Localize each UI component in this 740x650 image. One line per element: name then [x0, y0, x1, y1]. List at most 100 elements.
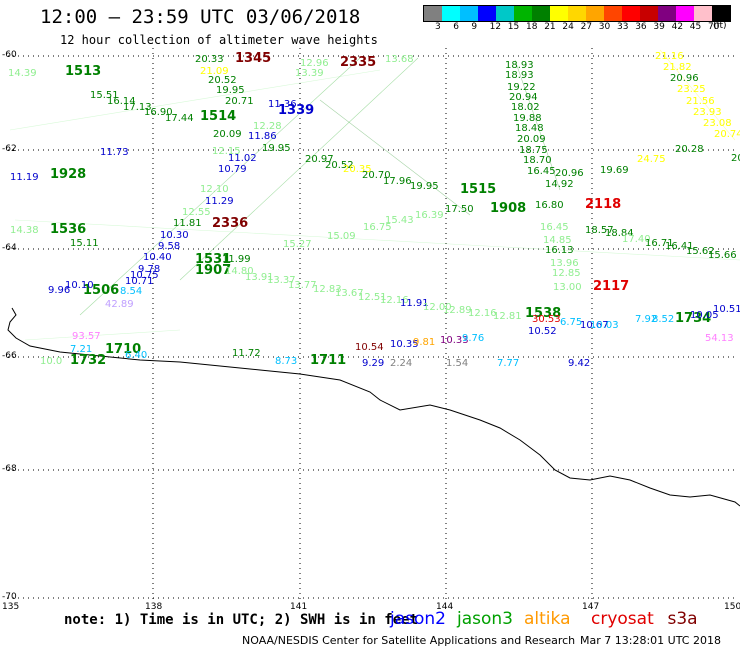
wave-height-label: 12.10	[200, 184, 229, 195]
wave-height-label: 12.96	[300, 58, 329, 69]
pass-time-label: 2117	[593, 279, 629, 294]
wave-height-label: 8.52	[652, 314, 674, 325]
colorbar-tick-label: 33	[617, 22, 629, 32]
wave-height-label: 11.29	[205, 196, 234, 207]
wave-height-label: 9.81	[413, 337, 435, 348]
wave-height-label: 15.09	[327, 231, 356, 242]
satellite-tracks	[9, 49, 740, 341]
wave-height-label: 54.13	[705, 333, 734, 344]
pass-time-label: 1531	[195, 252, 231, 267]
pass-time-label: 1506	[83, 283, 119, 298]
wave-height-label: 21.56	[686, 96, 715, 107]
wave-height-label: 13.91	[245, 272, 274, 283]
wave-height-label: 15.43	[385, 215, 414, 226]
pass-time-label: 2118	[585, 197, 621, 212]
colorbar-tick-label: 21	[544, 22, 556, 32]
wave-height-label: 16.14	[107, 96, 136, 107]
pass-time-label: 1732	[70, 353, 106, 368]
wave-height-label: 93.57	[72, 331, 101, 342]
colorbar-swatch	[712, 6, 730, 21]
wave-height-label: 20.52	[325, 160, 354, 171]
longitude-label: 147	[582, 602, 600, 612]
wave-height-label: 12.81	[493, 311, 522, 322]
wave-height-label: 10.03	[590, 320, 619, 331]
satellite-track	[24, 329, 181, 341]
colorbar-tick-label: 39	[653, 22, 665, 32]
colorbar-swatch	[460, 6, 478, 21]
map-title: 12:00 – 23:59 UTC 03/06/2018	[40, 6, 361, 28]
pass-time-label: 1711	[310, 353, 346, 368]
wave-height-label: 10.33	[440, 335, 469, 346]
wave-height-label: 20.28	[675, 144, 704, 155]
wave-height-label: 10.10	[65, 280, 94, 291]
wave-height-label: 18.57	[585, 225, 614, 236]
wave-height-label: 15.11	[70, 238, 99, 249]
wave-height-label: 9.76	[462, 333, 484, 344]
colorbar-tick-label: 9	[471, 22, 478, 32]
wave-height-label: 14.39	[8, 68, 37, 79]
wave-height-label: 12.00	[423, 302, 452, 313]
colorbar-tick-label: 18	[526, 22, 538, 32]
pass-time-label: 2335	[340, 55, 376, 70]
wave-height-label: 21.16	[655, 51, 684, 62]
wave-height-label: 14.85	[543, 235, 572, 246]
wave-height-label: 30.53	[532, 314, 561, 325]
wave-height-label: 7.77	[497, 358, 519, 369]
wave-height-labels: 20.33 134521.0920.5219.9520.71233512.9613…	[8, 51, 740, 369]
wave-height-label: 20.71	[225, 96, 254, 107]
colorbar-swatch	[622, 6, 640, 21]
wave-height-label: 23.25	[677, 84, 706, 95]
wave-height-label: 16.45	[527, 166, 556, 177]
wave-height-label: 20.96	[670, 73, 699, 84]
wave-height-label: 19.22	[507, 82, 536, 93]
latitude-label: -66	[2, 351, 17, 361]
wave-height-label: 20.94	[509, 92, 538, 103]
wave-height-label: 1.54	[446, 358, 468, 369]
pass-time-label: 1536	[50, 222, 86, 237]
wave-height-label: 12.16	[468, 308, 497, 319]
pass-time-label: 1908	[490, 201, 526, 216]
colorbar-tick-label: 30	[598, 22, 611, 32]
latitude-label: -68	[2, 464, 17, 474]
wave-height-label: 12.28	[253, 121, 282, 132]
wave-height-label: 10.52	[528, 326, 557, 337]
wave-height-label: 16.75	[363, 222, 392, 233]
wave-height-label: 6.40	[125, 350, 147, 361]
wave-height-label: 10.71	[125, 276, 154, 287]
wave-height-label: 9.96	[48, 285, 70, 296]
wave-height-label: 12.16	[380, 295, 409, 306]
satellite-legend-s3a: s3a	[667, 609, 698, 629]
wave-height-label: 11.19	[10, 172, 39, 183]
wave-height-label: 13.67	[335, 288, 364, 299]
longitude-label: 135	[2, 602, 20, 612]
wave-height-label: 20.70	[362, 170, 391, 181]
colorbar-swatch	[694, 6, 712, 21]
wave-height-label: 16.45	[540, 222, 569, 233]
wave-height-label: 18.75	[519, 145, 548, 156]
longitude-label: 150	[724, 602, 740, 612]
wave-height-label: 20.35	[343, 164, 372, 175]
pass-time-label: 1515	[460, 182, 496, 197]
latitude-label: -62	[2, 144, 17, 154]
wave-height-label: 20.96	[555, 168, 584, 179]
wave-height-label: 24.75	[637, 154, 666, 165]
satellite-track	[79, 57, 361, 316]
wave-height-label: 9.42	[568, 358, 590, 369]
wave-height-label: 17.13	[123, 102, 152, 113]
colorbar-swatch	[604, 6, 622, 21]
pass-time-label: 1339	[278, 103, 314, 118]
wave-height-label: 15.62	[686, 246, 715, 257]
credit-text: NOAA/NESDIS Center for Satellite Applica…	[242, 634, 576, 647]
latitude-label: -60	[2, 50, 17, 60]
wave-height-label: 10.40	[143, 252, 172, 263]
longitude-label: 141	[290, 602, 308, 612]
wave-height-label: 16.13	[545, 245, 574, 256]
wave-height-label: 19.69	[600, 165, 629, 176]
wave-height-label: 8.54	[120, 286, 142, 297]
colorbar-tick-label: 42	[671, 22, 684, 32]
satellite-track	[14, 219, 740, 261]
wave-height-label: 10.79	[218, 164, 247, 175]
wave-height-label: 2.24	[390, 358, 412, 369]
colorbar-tick-label: 3	[435, 22, 441, 32]
wave-height-label: 16.41	[665, 241, 694, 252]
